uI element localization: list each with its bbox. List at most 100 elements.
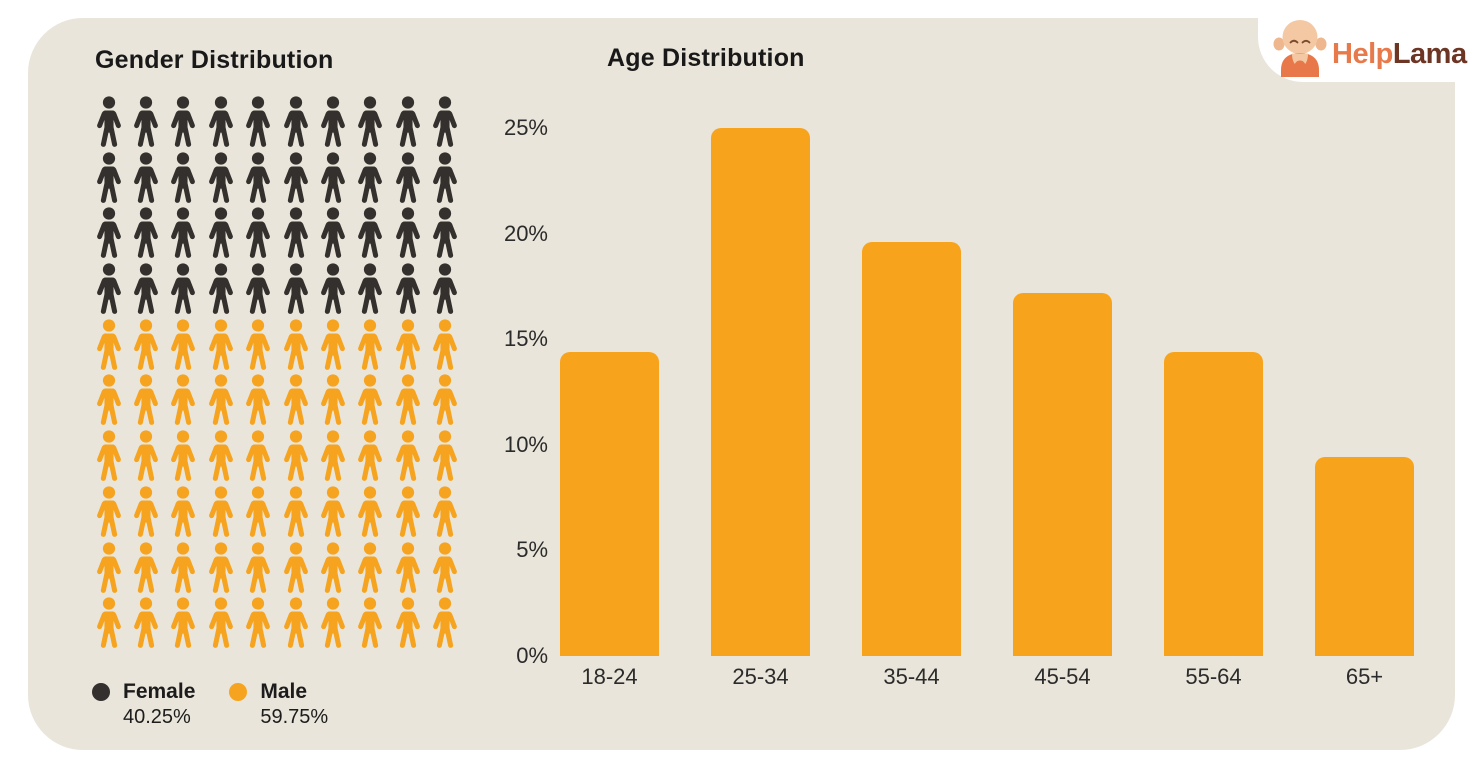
male-person-icon (277, 374, 314, 430)
age-bar-55-64 (1164, 351, 1263, 656)
female-person-icon (352, 152, 389, 208)
female-person-icon (165, 152, 202, 208)
female-person-icon (427, 207, 464, 263)
female-person-icon (389, 152, 426, 208)
male-person-icon (314, 319, 351, 375)
male-person-icon (427, 597, 464, 653)
helplama-wordmark: HelpLama (1332, 38, 1467, 71)
male-person-icon (127, 374, 164, 430)
male-person-icon (202, 541, 239, 598)
y-axis-tick-label: 5% (516, 537, 548, 563)
age-bar-25-34 (711, 128, 810, 656)
male-person-icon (90, 486, 127, 542)
female-person-icon (165, 207, 202, 263)
female-person-icon (277, 207, 314, 263)
male-person-icon (165, 319, 202, 375)
x-axis-label-35-44: 35-44 (883, 664, 940, 689)
female-person-icon (240, 207, 277, 263)
male-person-icon (165, 597, 202, 653)
age-bar-18-24 (560, 351, 659, 656)
age-bar-45-54 (1013, 292, 1112, 656)
male-person-icon (277, 430, 314, 486)
male-person-icon (202, 319, 239, 375)
logo-area: HelpLama (1258, 0, 1480, 82)
y-axis-tick-label: 10% (503, 431, 548, 457)
male-person-icon (389, 597, 426, 653)
male-person-icon (202, 374, 239, 430)
male-person-icon (240, 541, 277, 598)
male-person-icon (389, 374, 426, 430)
female-person-icon (352, 96, 389, 152)
female-person-icon (314, 263, 351, 319)
legend-item-male: Male 59.75% (229, 679, 328, 730)
female-person-icon (90, 152, 127, 208)
y-axis-tick-label: 20% (503, 220, 548, 246)
female-person-icon (427, 263, 464, 319)
male-person-icon (240, 597, 277, 653)
male-person-icon (240, 430, 277, 486)
y-axis-tick-label: 25% (503, 115, 548, 140)
female-person-icon (352, 207, 389, 263)
male-person-icon (389, 486, 426, 542)
male-person-icon (127, 319, 164, 375)
male-person-icon (240, 374, 277, 430)
male-person-icon (127, 541, 164, 598)
male-color-dot-icon (229, 683, 248, 701)
male-person-icon (352, 541, 389, 598)
logo-lama-text: Lama (1392, 37, 1467, 70)
male-person-icon (389, 319, 426, 375)
female-person-icon (202, 263, 239, 319)
male-person-icon (277, 486, 314, 542)
female-value: 40.25% (123, 706, 191, 729)
female-person-icon (352, 263, 389, 319)
female-person-icon (314, 96, 351, 152)
male-person-icon (240, 319, 277, 375)
male-person-icon (127, 430, 164, 486)
female-person-icon (127, 263, 164, 319)
y-axis-tick-label: 0% (516, 643, 548, 668)
male-person-icon (389, 541, 426, 598)
female-person-icon (277, 152, 314, 208)
female-person-icon (389, 263, 426, 319)
llama-mascot-icon (1273, 20, 1327, 77)
male-person-icon (202, 486, 239, 542)
female-person-icon (165, 263, 202, 319)
helplama-logo: HelpLama (1270, 16, 1467, 78)
age-distribution-title: Age Distribution (607, 44, 805, 72)
male-person-icon (277, 597, 314, 653)
female-person-icon (240, 152, 277, 208)
male-person-icon (90, 374, 127, 430)
male-label: Male (260, 680, 308, 703)
male-person-icon (240, 486, 277, 542)
female-person-icon (90, 96, 127, 152)
female-person-icon (202, 207, 239, 263)
x-axis-label-18-24: 18-24 (581, 664, 638, 689)
male-person-icon (165, 374, 202, 430)
male-person-icon (314, 430, 351, 486)
female-person-icon (427, 152, 464, 208)
female-person-icon (427, 96, 464, 152)
x-axis-label-45-54: 45-54 (1034, 664, 1091, 689)
age-bar-65+ (1315, 457, 1414, 656)
male-person-icon (427, 541, 464, 598)
logo-help-text: Help (1332, 37, 1393, 70)
male-person-icon (352, 597, 389, 653)
male-person-icon (277, 319, 314, 375)
y-axis-tick-label: 15% (503, 326, 548, 352)
x-axis-label-25-34: 25-34 (732, 664, 789, 689)
female-person-icon (127, 207, 164, 263)
female-person-icon (277, 263, 314, 319)
female-person-icon (202, 96, 239, 152)
x-axis-label-55-64: 55-64 (1185, 664, 1242, 689)
male-person-icon (127, 597, 164, 653)
male-person-icon (352, 319, 389, 375)
male-person-icon (314, 597, 351, 653)
male-person-icon (202, 597, 239, 653)
male-person-icon (389, 430, 426, 486)
female-person-icon (389, 207, 426, 263)
female-person-icon (314, 152, 351, 208)
gender-pictogram-grid (90, 96, 464, 654)
male-person-icon (352, 430, 389, 486)
male-person-icon (165, 541, 202, 598)
